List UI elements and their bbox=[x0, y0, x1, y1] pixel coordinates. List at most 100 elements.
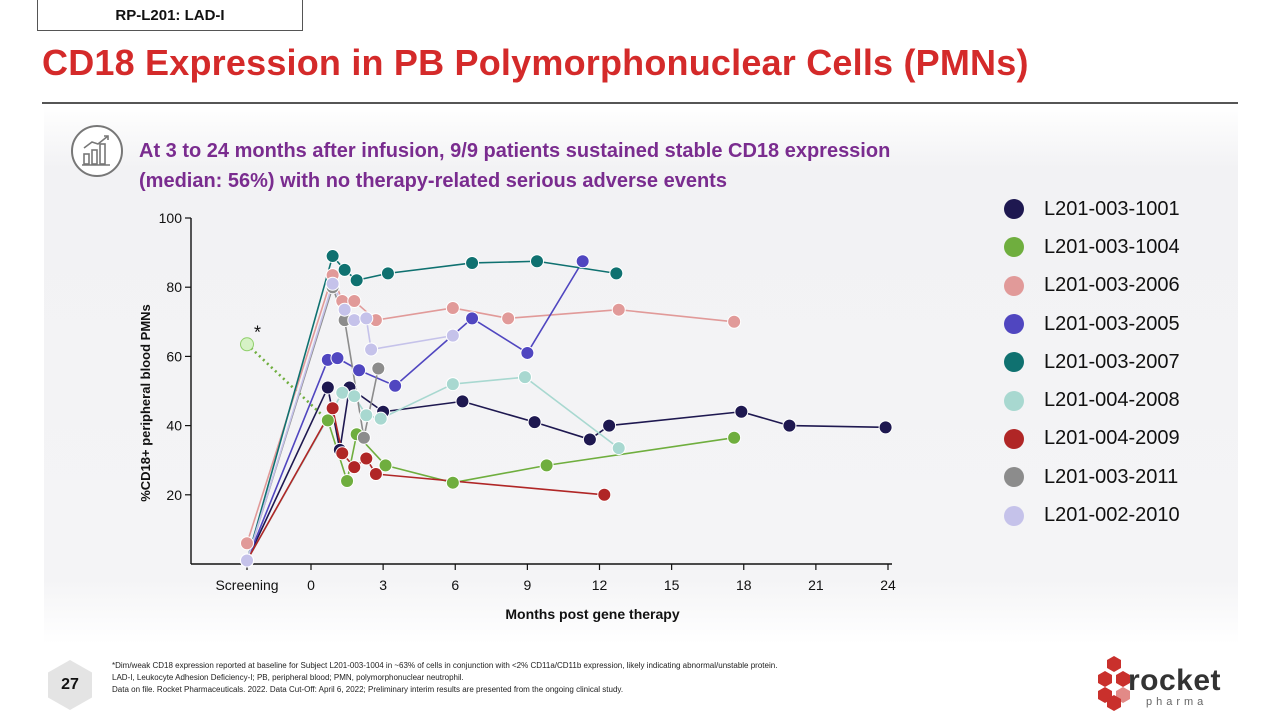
legend-item: L201-003-1001 bbox=[1000, 190, 1260, 228]
legend-label: L201-003-2011 bbox=[1044, 465, 1179, 488]
series-L201-003-2006-point bbox=[445, 300, 460, 315]
series-L201-003-2005-point bbox=[465, 311, 480, 326]
series-L201-003-2006-point bbox=[501, 311, 516, 326]
y-tick-label: 60 bbox=[166, 348, 182, 364]
series-L201-003-2007-point bbox=[349, 273, 364, 288]
series-L201-003-1001-point bbox=[782, 418, 797, 433]
x-tick-label: 18 bbox=[736, 577, 752, 593]
headline: At 3 to 24 months after infusion, 9/9 pa… bbox=[139, 136, 979, 196]
x-tick-label: 12 bbox=[592, 577, 608, 593]
legend-swatch bbox=[1004, 352, 1024, 373]
headline-line-1: At 3 to 24 months after infusion, 9/9 pa… bbox=[139, 140, 891, 162]
legend-swatch bbox=[1004, 199, 1024, 220]
series-L201-004-2009-point bbox=[597, 487, 612, 502]
series-L201-003-1001-point bbox=[734, 404, 749, 419]
series-L201-004-2008-point bbox=[359, 408, 374, 423]
series-L201-002-2010-screening-link bbox=[246, 283, 334, 561]
series-L201-003-2011-point bbox=[371, 361, 386, 376]
x-tick-label: 3 bbox=[379, 577, 387, 593]
footnote-2: LAD-I, Leukocyte Adhesion Deficiency-I; … bbox=[112, 673, 464, 682]
series-L201-004-2008-point bbox=[373, 411, 388, 426]
series-L201-003-2005-point bbox=[388, 378, 403, 393]
x-tick-label: 9 bbox=[523, 577, 531, 593]
series-L201-003-1001-point bbox=[527, 415, 542, 430]
legend-label: L201-003-2006 bbox=[1044, 274, 1180, 297]
series-L201-003-1004-point bbox=[539, 458, 554, 473]
series-L201-003-2006-point bbox=[347, 294, 362, 309]
x-axis-title: Months post gene therapy bbox=[505, 606, 679, 622]
page-title: CD18 Expression in PB Polymorphonuclear … bbox=[42, 42, 1029, 83]
y-tick-label: 20 bbox=[166, 487, 182, 503]
series-L201-004-2009-point bbox=[335, 446, 350, 461]
x-tick-label: 21 bbox=[808, 577, 824, 593]
logo-subtitle: pharma bbox=[1146, 696, 1208, 708]
series-L201-002-2010-point bbox=[359, 311, 374, 326]
series-L201-003-2007-point bbox=[465, 255, 480, 270]
series-L201-004-2009-point bbox=[347, 460, 362, 475]
series-L201-003-1001-point bbox=[602, 418, 617, 433]
legend-swatch bbox=[1004, 314, 1024, 335]
title-divider bbox=[42, 102, 1238, 104]
x-tick-label: 24 bbox=[880, 577, 896, 593]
legend-item: L201-002-2010 bbox=[1000, 496, 1260, 534]
series-L201-004-2009-screening-link bbox=[246, 407, 334, 561]
series-L201-003-1004-point bbox=[340, 473, 355, 488]
series-L201-004-2008-point bbox=[347, 389, 362, 404]
y-tick-label: 100 bbox=[159, 210, 183, 226]
series-L201-003-2011-point bbox=[356, 430, 371, 445]
series-L201-003-1004-point bbox=[378, 458, 393, 473]
series-L201-003-2007-point bbox=[325, 249, 340, 264]
series-L201-002-2010-point bbox=[364, 342, 379, 357]
series-L201-003-1004-point bbox=[727, 430, 742, 445]
legend-swatch bbox=[1004, 237, 1024, 258]
series-L201-003-2007-point bbox=[337, 262, 352, 277]
y-tick-label: 40 bbox=[166, 418, 182, 434]
series-L201-003-2006-screening-point bbox=[240, 536, 254, 551]
series-L201-004-2009-point bbox=[368, 467, 383, 482]
series-L201-003-2007-point bbox=[609, 266, 624, 281]
x-tick-label: 0 bbox=[307, 577, 315, 593]
legend-label: L201-003-1001 bbox=[1044, 197, 1180, 220]
footnote-3: Data on file. Rocket Pharmaceuticals. 20… bbox=[112, 685, 624, 694]
legend-item: L201-004-2009 bbox=[1000, 420, 1260, 458]
legend-label: L201-004-2009 bbox=[1044, 427, 1180, 450]
legend-label: L201-002-2010 bbox=[1044, 504, 1180, 527]
marker-layer bbox=[240, 249, 893, 568]
series-L201-003-2005-point bbox=[575, 254, 590, 269]
series-L201-003-1001-screening-link bbox=[246, 387, 329, 561]
legend-label: L201-003-2007 bbox=[1044, 350, 1180, 373]
series-L201-004-2009-point bbox=[359, 451, 374, 466]
x-tick-label: 15 bbox=[664, 577, 680, 593]
series-L201-003-2007-screening-link bbox=[246, 255, 334, 561]
series-L201-003-1004-point bbox=[320, 413, 335, 428]
series-L201-003-1004-screening-point bbox=[240, 337, 254, 352]
page-number: 27 bbox=[61, 676, 79, 693]
series-L201-003-1004-screening-link bbox=[246, 343, 329, 422]
series-L201-003-2006-point bbox=[727, 314, 742, 329]
baseline-annotation: * bbox=[254, 322, 261, 342]
footnotes: *Dim/weak CD18 expression reported at ba… bbox=[112, 660, 1072, 696]
study-tag: RP-L201: LAD-I bbox=[37, 0, 303, 31]
series-L201-003-1004-point bbox=[445, 475, 460, 490]
legend-item: L201-003-2011 bbox=[1000, 458, 1260, 496]
page-number-badge bbox=[48, 660, 92, 710]
legend-swatch bbox=[1004, 275, 1024, 296]
legend-item: L201-003-1004 bbox=[1000, 228, 1260, 266]
series-L201-004-2008-point bbox=[445, 377, 460, 392]
x-tick-label: 6 bbox=[451, 577, 459, 593]
series-L201-004-2008-point bbox=[611, 441, 626, 456]
footnote-1: *Dim/weak CD18 expression reported at ba… bbox=[112, 661, 778, 670]
series-L201-003-2006-point bbox=[611, 302, 626, 317]
series-L201-002-2010-screening-point bbox=[240, 553, 254, 568]
series-L201-002-2010-point bbox=[325, 276, 340, 291]
legend-item: L201-003-2007 bbox=[1000, 343, 1260, 381]
legend-swatch bbox=[1004, 390, 1024, 411]
legend-swatch bbox=[1004, 467, 1024, 488]
series-L201-003-1001-point bbox=[878, 420, 893, 435]
legend-item: L201-003-2006 bbox=[1000, 267, 1260, 305]
series-L201-002-2010-point bbox=[337, 302, 352, 317]
series-L201-003-2005-screening-link bbox=[246, 359, 329, 561]
legend-item: L201-004-2008 bbox=[1000, 381, 1260, 419]
series-L201-003-2007-point bbox=[380, 266, 395, 281]
legend-swatch bbox=[1004, 505, 1024, 526]
